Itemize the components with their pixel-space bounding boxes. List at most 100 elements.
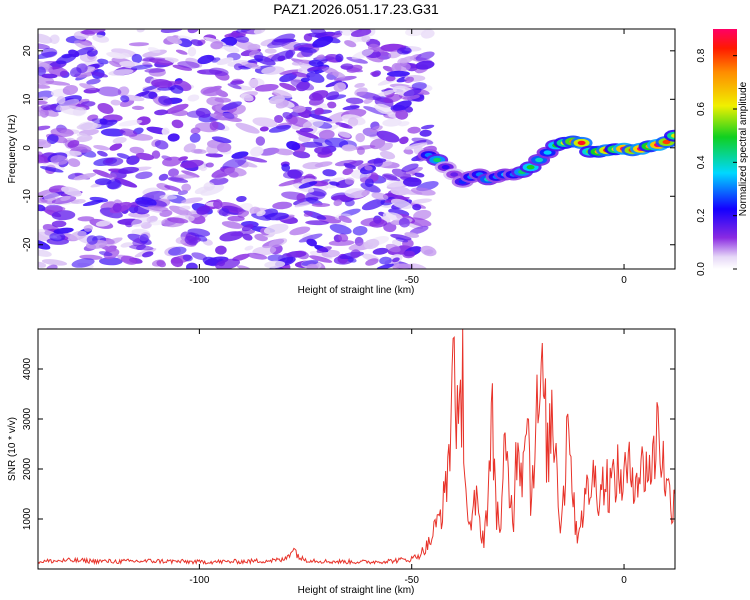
heatmap-noise-cell xyxy=(347,117,359,127)
heatmap-noise-cell xyxy=(86,78,101,85)
heatmap-noise-cell xyxy=(136,29,145,33)
colorbar-tick-label: 0.2 xyxy=(696,208,707,222)
heatmap-noise-cell xyxy=(90,71,108,78)
heatmap-noise-cell xyxy=(338,233,349,242)
heatmap-noise-cell xyxy=(215,245,227,255)
heatmap-noise-cell xyxy=(316,246,332,253)
heatmap-noise-cell xyxy=(399,55,415,64)
heatmap-noise-cell xyxy=(269,95,285,105)
heatmap-noise-cell xyxy=(175,49,188,55)
x-tick-label: 0 xyxy=(621,275,627,286)
heatmap-noise-cell xyxy=(398,217,410,228)
heatmap-noise-cell xyxy=(148,58,174,66)
heatmap-noise-cell xyxy=(69,67,82,78)
heatmap-noise-cell xyxy=(135,171,153,180)
heatmap-noise-cell xyxy=(99,257,123,266)
heatmap-noise-cell xyxy=(77,216,95,222)
heatmap-noise-cell xyxy=(233,63,243,71)
heatmap-noise-cell xyxy=(221,221,244,229)
y-tick-label: 10 xyxy=(22,93,33,105)
snr-y-ticks: 1000 2000 3000 4000 xyxy=(22,357,675,530)
spectrogram-x-ticks: -100 -50 0 xyxy=(189,29,627,286)
heatmap-noise-cell xyxy=(235,122,260,134)
heatmap-noise-cell xyxy=(108,69,134,76)
heatmap-noise-cell xyxy=(372,247,389,255)
heatmap-noise-cell xyxy=(378,142,393,151)
heatmap-noise-cell xyxy=(251,213,272,221)
y-tick-label: -20 xyxy=(22,237,33,252)
heatmap-noise-cell xyxy=(355,132,365,143)
heatmap-noise-cell xyxy=(200,184,225,196)
y-tick-label: 1000 xyxy=(22,507,33,530)
heatmap-noise-cell xyxy=(394,263,413,269)
heatmap-noise-cell xyxy=(337,130,351,138)
heatmap-noise-cell xyxy=(131,216,150,227)
heatmap-noise-cell xyxy=(40,104,57,111)
colorbar-tick-label: 0.4 xyxy=(696,155,707,169)
heatmap-noise-cell xyxy=(404,232,420,238)
heatmap-noise-cell xyxy=(270,50,296,62)
snr-y-label: SNR (10 * v/v) xyxy=(7,417,18,481)
heatmap-noise-cell xyxy=(370,71,380,77)
heatmap-noise-cell xyxy=(195,107,211,118)
heatmap-noise-cell xyxy=(344,188,367,199)
heatmap-noise-cell xyxy=(335,53,344,63)
heatmap-signal-core xyxy=(671,133,675,138)
heatmap-noise-cell xyxy=(197,54,215,65)
heatmap-noise-cell xyxy=(135,152,155,161)
heatmap-signal-core xyxy=(433,157,442,163)
heatmap-noise-cell xyxy=(76,133,88,138)
heatmap-noise-cell xyxy=(112,137,127,144)
y-tick-label: -10 xyxy=(22,189,33,204)
heatmap-noise-cell xyxy=(299,127,314,133)
heatmap-noise-cell xyxy=(159,209,173,217)
heatmap-noise-cell xyxy=(325,80,342,88)
heatmap-noise-cell xyxy=(171,119,184,129)
heatmap-noise-cell xyxy=(128,244,154,251)
heatmap-noise-cell xyxy=(379,256,392,265)
heatmap-noise-cell xyxy=(363,106,388,116)
heatmap-noise-cell xyxy=(142,56,155,62)
heatmap-noise-cell xyxy=(50,127,74,137)
heatmap-noise-cell xyxy=(401,163,419,173)
heatmap-noise-cell xyxy=(392,257,400,263)
heatmap-noise-cell xyxy=(411,198,433,204)
heatmap-noise-cell xyxy=(259,147,280,156)
heatmap-noise-cell xyxy=(292,150,311,159)
heatmap-noise-cell xyxy=(147,205,169,212)
heatmap-noise-cell xyxy=(254,84,279,92)
heatmap-noise-cell xyxy=(98,251,113,257)
heatmap-noise-cell xyxy=(268,124,291,133)
heatmap-noise-cell xyxy=(344,177,355,185)
x-tick-label: -100 xyxy=(189,275,209,286)
heatmap-noise-cell xyxy=(222,157,247,170)
heatmap-noise-cell xyxy=(129,146,145,155)
heatmap-noise-cell xyxy=(240,93,254,102)
heatmap-noise-cell xyxy=(62,85,79,95)
heatmap-noise-cell xyxy=(38,90,54,99)
spectrogram-x-label: Height of straight line (km) xyxy=(298,285,415,296)
y-tick-label: 2000 xyxy=(22,457,33,480)
heatmap-noise-cell xyxy=(187,228,211,237)
heatmap-noise-cell xyxy=(278,179,303,187)
heatmap-noise-cell xyxy=(291,61,303,66)
heatmap-noise-cell xyxy=(41,206,66,213)
colorbar-scale xyxy=(713,29,737,269)
heatmap-noise-cell xyxy=(383,174,401,182)
heatmap-noise-cell xyxy=(404,142,428,150)
heatmap-noise-cell xyxy=(252,117,278,128)
heatmap-noise-cell xyxy=(298,181,318,189)
heatmap-noise-cell xyxy=(303,211,314,217)
snr-frame xyxy=(37,328,676,570)
heatmap-noise-cell xyxy=(332,71,346,79)
heatmap-noise-cell xyxy=(89,196,109,203)
heatmap-noise-cell xyxy=(218,208,230,216)
heatmap-noise-cell xyxy=(333,75,357,82)
heatmap-noise-cell xyxy=(179,205,191,211)
heatmap-noise-cell xyxy=(172,64,193,71)
snr-panel: -100 -50 0 1000 2000 3000 4000 Height of stra… xyxy=(7,328,676,596)
heatmap-noise-cell xyxy=(274,114,284,124)
heatmap-noise-cell xyxy=(354,82,365,88)
heatmap-noise-cell xyxy=(71,258,95,268)
